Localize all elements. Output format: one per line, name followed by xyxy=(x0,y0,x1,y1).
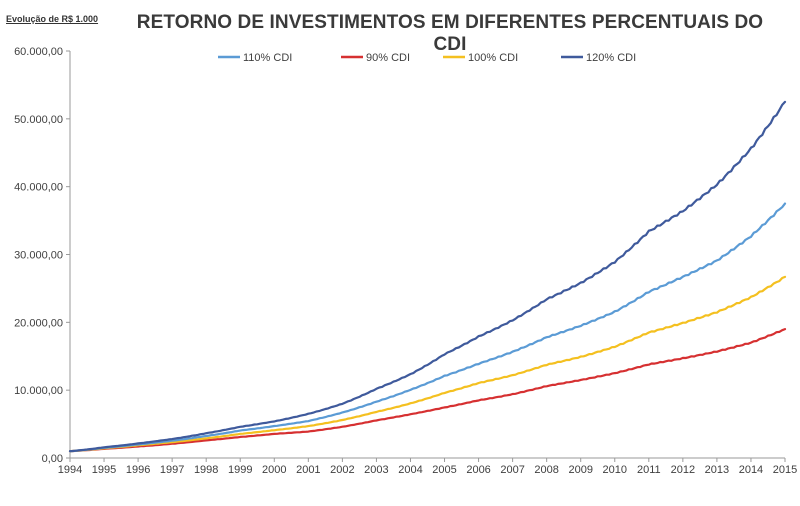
legend-label: 120% CDI xyxy=(586,52,636,64)
x-tick-label: 1995 xyxy=(92,464,116,476)
y-tick-label: 10.000,00 xyxy=(14,385,63,397)
x-tick-label: 2008 xyxy=(534,464,558,476)
y-tick-label: 50.000,00 xyxy=(14,114,63,126)
legend-label: 110% CDI xyxy=(243,52,292,64)
chart-title: RETORNO DE INVESTIMENTOS EM DIFERENTES P… xyxy=(136,12,764,55)
x-tick-label: 2015 xyxy=(773,464,797,476)
x-tick-label: 2004 xyxy=(398,464,422,476)
series-line-90-cdi xyxy=(68,328,787,453)
y-tick-label: 30.000,00 xyxy=(14,250,63,262)
x-tick-label: 2014 xyxy=(739,464,763,476)
x-tick-label: 2006 xyxy=(466,464,490,476)
x-tick-label: 1994 xyxy=(58,464,82,476)
series-line-110-cdi xyxy=(68,202,787,453)
x-tick-label: 1997 xyxy=(160,464,184,476)
legend-label: 90% CDI xyxy=(366,52,410,64)
x-tick-label: 2000 xyxy=(262,464,286,476)
legend-label: 100% CDI xyxy=(468,52,518,64)
x-tick-label: 2010 xyxy=(603,464,627,476)
x-tick-label: 1998 xyxy=(194,464,218,476)
y-tick-label: 40.000,00 xyxy=(14,182,63,194)
x-tick-label: 2001 xyxy=(296,464,320,476)
x-tick-label: 2012 xyxy=(671,464,695,476)
x-tick-label: 2013 xyxy=(705,464,729,476)
x-tick-label: 2007 xyxy=(500,464,524,476)
y-tick-label: 20.000,00 xyxy=(14,317,63,329)
x-tick-label: 1999 xyxy=(228,464,252,476)
x-tick-label: 2003 xyxy=(364,464,388,476)
x-tick-label: 2002 xyxy=(330,464,354,476)
x-tick-label: 2005 xyxy=(432,464,456,476)
x-tick-label: 2011 xyxy=(637,464,661,476)
y-tick-label: 60.000,00 xyxy=(14,46,63,58)
series-line-120-cdi xyxy=(68,100,787,453)
chart-subtitle: Evolução de R$ 1.000 xyxy=(6,14,99,24)
x-tick-label: 1996 xyxy=(126,464,150,476)
y-tick-label: 0,00 xyxy=(42,453,63,465)
series-line-100-cdi xyxy=(68,275,787,453)
x-tick-label: 2009 xyxy=(568,464,592,476)
